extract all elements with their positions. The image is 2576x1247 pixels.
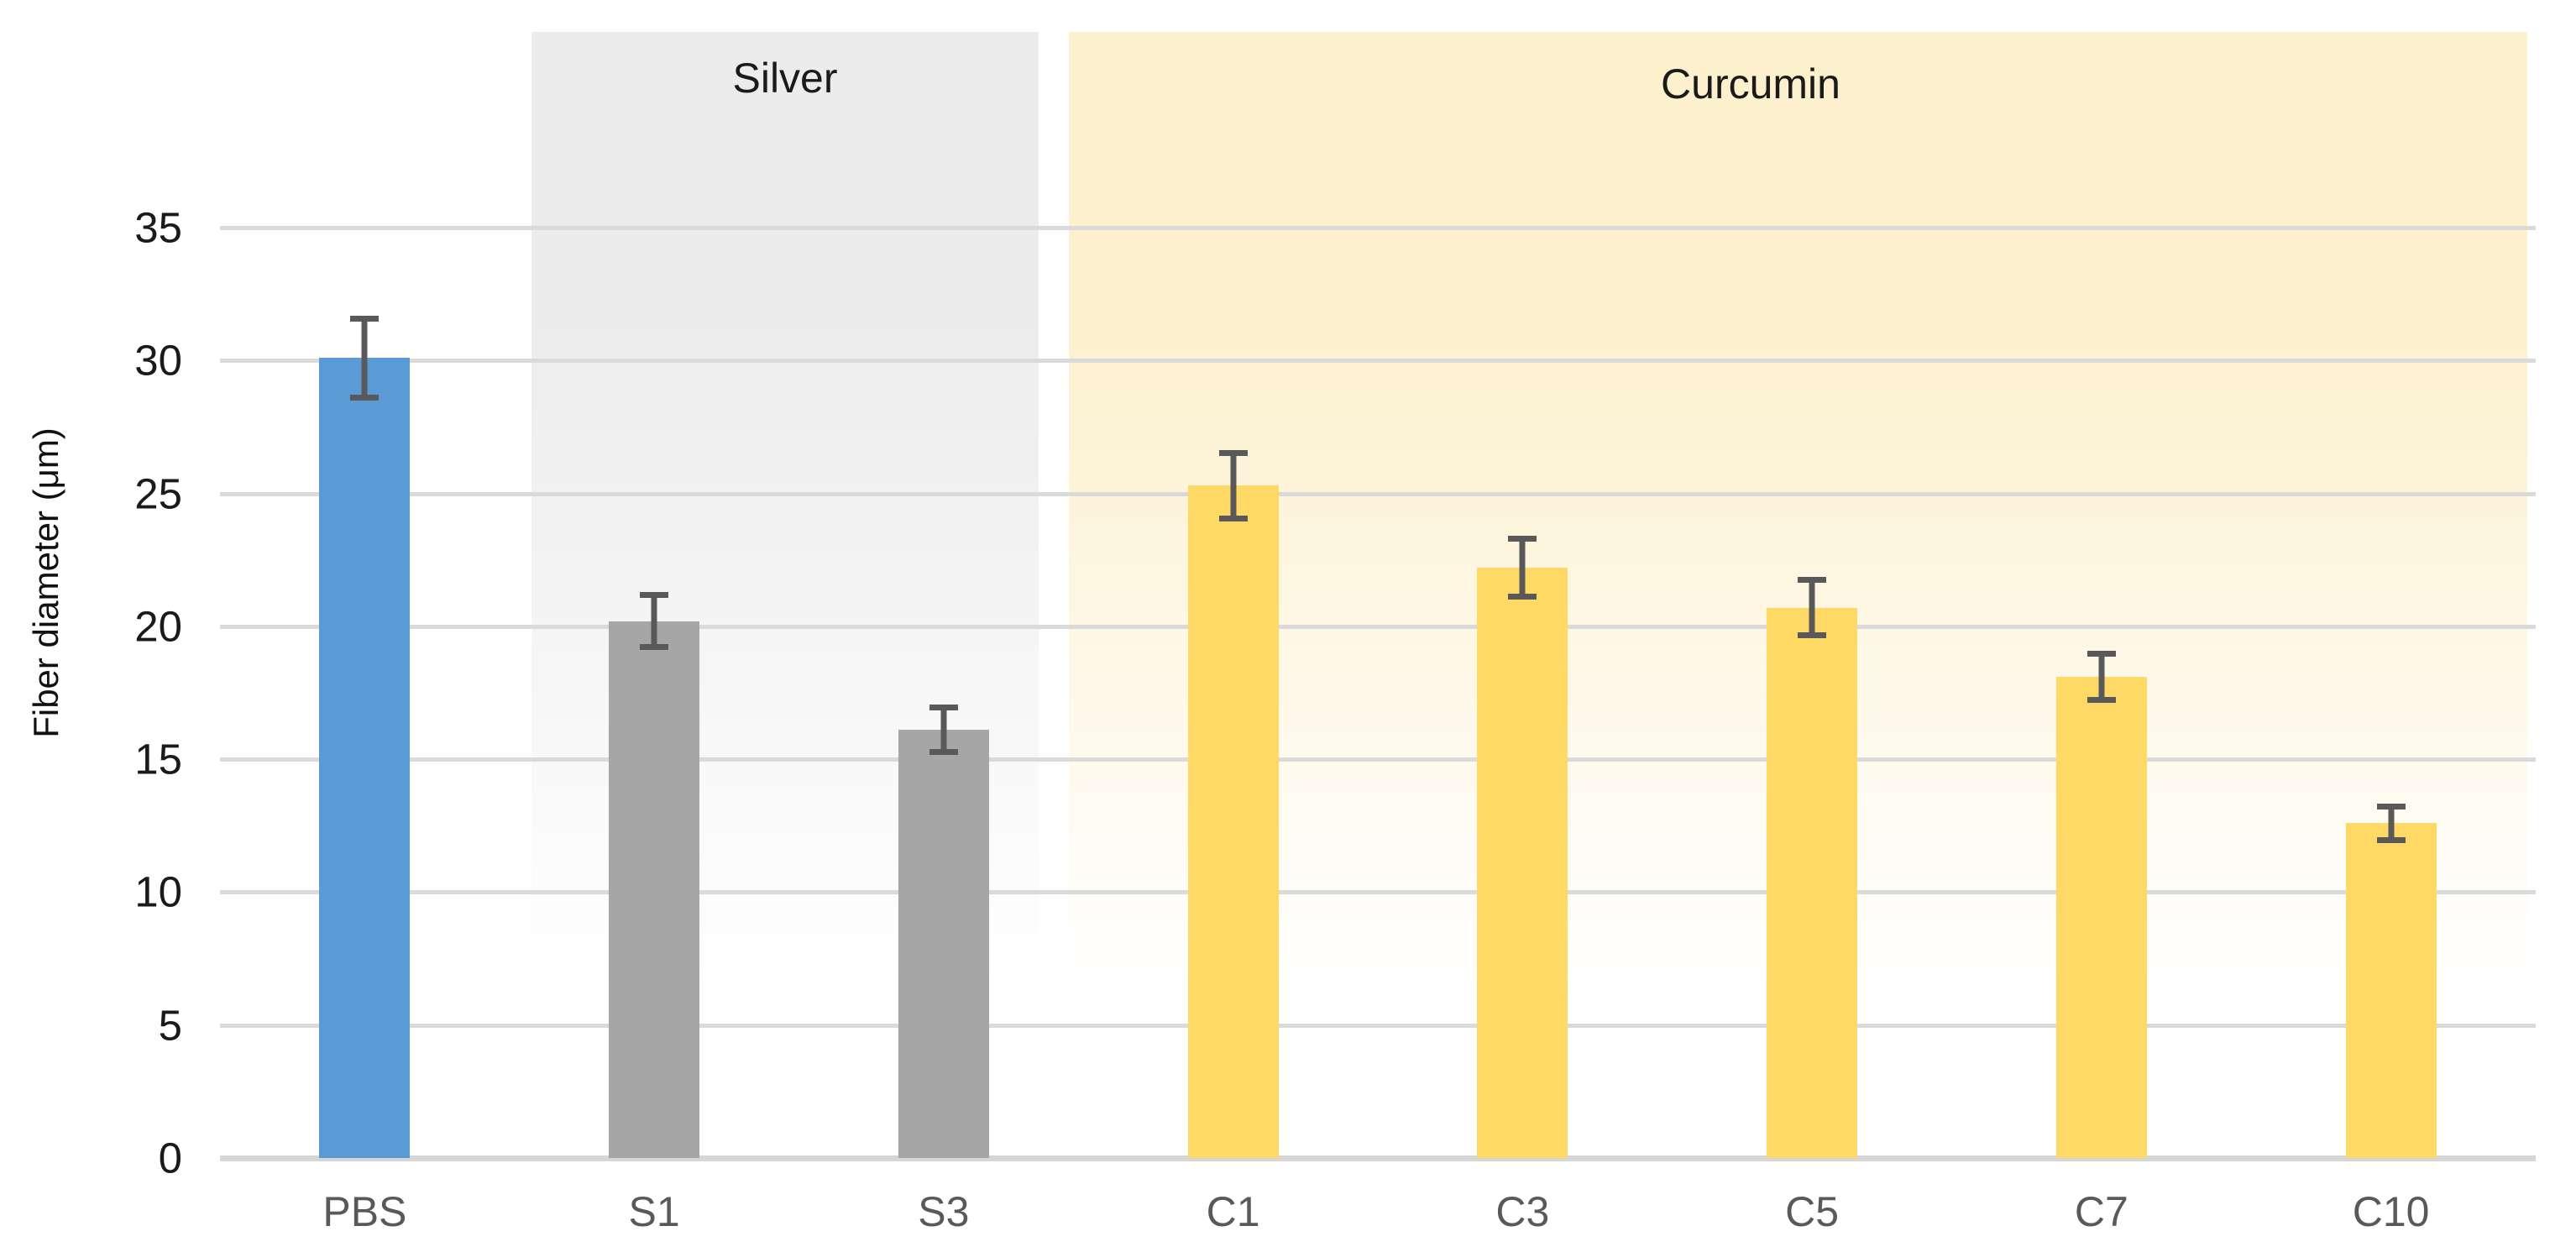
x-category-label-c5: C5: [1785, 1188, 1840, 1235]
bar-s1: [609, 621, 700, 1158]
error-bar-cap-bottom-c10: [2376, 836, 2406, 843]
group-band-label-silver: Silver: [732, 55, 838, 102]
x-category-label-s1: S1: [628, 1188, 680, 1235]
y-tick-label-25: 25: [134, 469, 182, 518]
x-category-label-c3: C3: [1495, 1188, 1550, 1235]
gridline-y35: [220, 226, 2536, 230]
bar-c10: [2345, 823, 2437, 1158]
y-tick-label-30: 30: [134, 336, 182, 385]
error-bar-cap-top-pbs: [350, 315, 380, 322]
x-category-label-s3: S3: [918, 1188, 970, 1235]
x-axis-line: [220, 1155, 2536, 1161]
error-bar-cap-bottom-c3: [1508, 594, 1537, 600]
y-tick-label-0: 0: [158, 1134, 182, 1182]
group-band-label-curcumin: Curcumin: [1661, 60, 1840, 107]
x-category-label-c10: C10: [2352, 1188, 2430, 1235]
error-bar-c3: [1519, 538, 1526, 598]
bar-c5: [1767, 607, 1858, 1158]
y-tick-label-20: 20: [134, 602, 182, 651]
error-bar-s3: [940, 707, 947, 753]
error-bar-s1: [651, 594, 657, 648]
error-bar-cap-bottom-s1: [640, 644, 669, 651]
y-axis-title: Fiber diameter (μm): [26, 427, 65, 738]
error-bar-pbs: [361, 317, 368, 398]
error-bar-c1: [1230, 452, 1237, 519]
error-bar-cap-bottom-pbs: [350, 394, 380, 401]
bar-pbs: [319, 358, 411, 1158]
error-bar-cap-bottom-c5: [1798, 631, 1827, 638]
gridline-y30: [220, 359, 2536, 364]
error-bar-c5: [1809, 579, 1815, 636]
error-bar-cap-top-c7: [2086, 650, 2116, 657]
gridline-y15: [220, 757, 2536, 762]
bar-c7: [2055, 677, 2147, 1158]
error-bar-c7: [2098, 652, 2105, 701]
error-bar-c10: [2388, 805, 2395, 841]
gridline-y10: [220, 890, 2536, 895]
error-bar-cap-top-c1: [1218, 449, 1248, 456]
bar-c3: [1477, 568, 1568, 1158]
error-bar-cap-top-s3: [929, 705, 958, 711]
bar-c1: [1187, 485, 1279, 1158]
gridline-y20: [220, 624, 2536, 629]
error-bar-cap-top-c3: [1508, 536, 1537, 542]
gridline-y25: [220, 491, 2536, 496]
y-tick-label-5: 5: [158, 1001, 182, 1050]
error-bar-cap-bottom-s3: [929, 749, 958, 756]
error-bar-cap-bottom-c7: [2086, 697, 2116, 704]
y-tick-label-15: 15: [134, 735, 182, 783]
y-tick-label-35: 35: [134, 203, 182, 252]
x-category-label-pbs: PBS: [322, 1188, 407, 1235]
error-bar-cap-top-c10: [2376, 803, 2406, 810]
error-bar-cap-top-c5: [1798, 577, 1827, 584]
bar-s3: [898, 730, 989, 1158]
x-category-label-c1: C1: [1206, 1188, 1260, 1235]
error-bar-cap-bottom-c1: [1218, 515, 1248, 521]
y-tick-label-10: 10: [134, 867, 182, 916]
error-bar-cap-top-s1: [640, 591, 669, 598]
x-category-label-c7: C7: [2074, 1188, 2128, 1235]
gridline-y5: [220, 1023, 2536, 1028]
